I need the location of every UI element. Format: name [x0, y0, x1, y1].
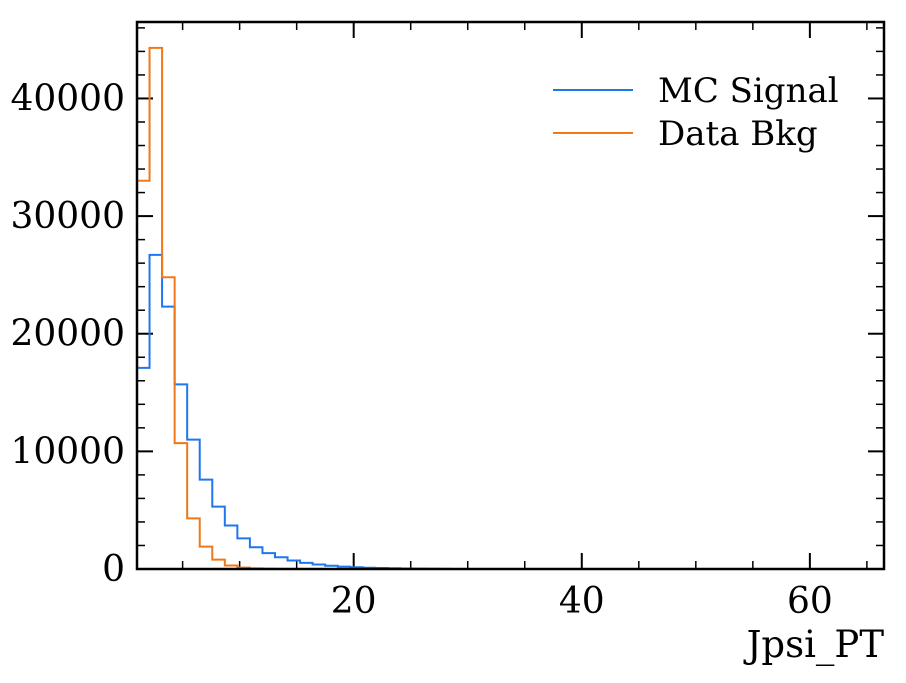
y-tick-label: 20000	[10, 314, 125, 355]
y-tick-label: 0	[102, 549, 125, 590]
x-tick-label: 20	[331, 581, 377, 622]
y-tick-label: 30000	[10, 196, 125, 237]
x-tick-label: 60	[787, 581, 833, 622]
legend-label-mc-signal: MC Signal	[658, 71, 839, 111]
y-tick-label: 40000	[10, 78, 125, 119]
series-data-bkg-step	[136, 46, 451, 570]
plot-frame	[135, 20, 886, 571]
legend-label-data-bkg: Data Bkg	[658, 114, 818, 154]
x-axis-label: Jpsi_PT	[743, 623, 885, 667]
y-tick-label: 10000	[10, 431, 125, 472]
axis-ticks	[137, 22, 884, 570]
axis-tick-labels: 20 40 60 0 10000 20000 30000 40000	[10, 78, 832, 622]
series-mc-signal-step	[136, 253, 452, 570]
x-tick-label: 40	[559, 581, 605, 622]
legend: MC Signal Data Bkg	[553, 71, 839, 154]
histogram-series	[136, 46, 452, 570]
